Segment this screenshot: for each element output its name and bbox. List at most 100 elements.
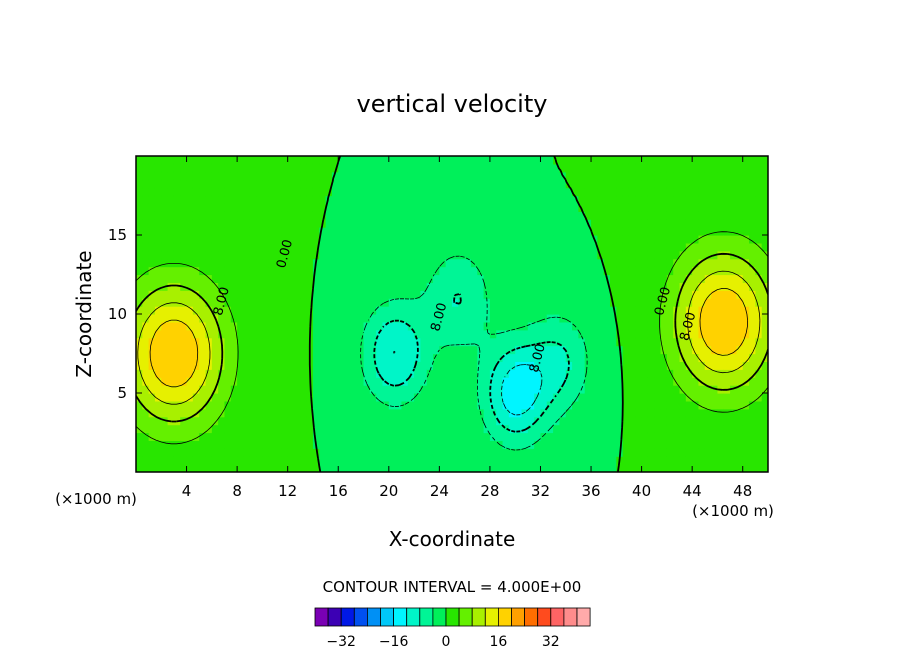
field-cell	[711, 235, 719, 244]
field-cell	[470, 393, 478, 402]
field-cell	[647, 424, 655, 434]
field-cell	[142, 227, 150, 236]
field-cell	[723, 258, 731, 268]
field-cell	[154, 385, 162, 394]
field-cell	[692, 400, 700, 410]
field-cell	[742, 424, 750, 434]
field-cell	[287, 156, 295, 165]
field-cell	[224, 400, 232, 410]
field-cell	[363, 456, 371, 465]
field-cell	[452, 266, 459, 276]
field-cell	[641, 337, 649, 347]
field-cell	[704, 171, 712, 181]
field-cell	[452, 235, 459, 244]
field-cell	[679, 377, 687, 386]
field-cell	[154, 290, 162, 299]
field-cell	[464, 179, 472, 189]
field-cell	[344, 266, 352, 276]
field-cell	[742, 448, 750, 457]
field-cell	[654, 456, 662, 465]
field-cell	[433, 195, 440, 204]
field-cell	[477, 242, 485, 252]
field-cell	[610, 345, 617, 355]
field-cell	[452, 250, 459, 260]
field-cell	[458, 369, 466, 378]
field-cell	[534, 227, 542, 236]
field-cell	[256, 282, 263, 291]
field-cell	[433, 219, 440, 228]
field-cell	[679, 448, 687, 457]
field-cell	[148, 393, 156, 402]
field-cell	[597, 361, 605, 370]
field-cell	[243, 408, 251, 418]
field-cell	[180, 156, 188, 165]
field-cell	[711, 306, 719, 315]
field-cell	[300, 440, 308, 449]
field-cell	[205, 258, 213, 268]
field-cell	[376, 385, 384, 394]
field-cell	[281, 456, 289, 465]
field-cell	[154, 219, 162, 228]
field-cell	[584, 448, 592, 457]
field-cell	[679, 179, 687, 189]
field-cell	[622, 456, 630, 465]
field-cell	[363, 219, 371, 228]
field-cell	[730, 393, 737, 402]
field-cell	[376, 416, 384, 426]
field-cell	[742, 361, 750, 370]
field-cell	[294, 306, 301, 315]
field-cell	[730, 361, 737, 370]
field-cell	[540, 393, 548, 402]
field-cell	[199, 329, 207, 339]
field-cell	[458, 211, 466, 220]
field-cell	[654, 345, 662, 355]
field-cell	[414, 227, 421, 236]
field-cell	[167, 195, 175, 204]
field-cell	[496, 306, 504, 315]
field-cell	[641, 258, 649, 268]
field-cell	[761, 179, 768, 189]
field-cell	[736, 321, 744, 331]
field-cell	[136, 314, 143, 323]
field-cell	[666, 432, 674, 441]
field-cell	[186, 266, 194, 276]
field-cell	[338, 250, 346, 260]
field-cell	[350, 440, 358, 449]
field-cell	[591, 171, 598, 181]
field-cell	[287, 282, 295, 291]
field-cell	[268, 385, 276, 394]
field-cell	[692, 242, 700, 252]
field-cell	[287, 400, 295, 410]
field-cell	[281, 235, 289, 244]
field-cell	[698, 408, 706, 418]
field-cell	[407, 235, 415, 244]
field-cell	[148, 242, 156, 252]
field-cell	[698, 282, 706, 291]
field-cell	[268, 195, 276, 204]
field-cell	[369, 345, 377, 355]
field-cell	[281, 353, 289, 362]
field-cell	[635, 156, 643, 165]
field-cell	[148, 456, 156, 465]
field-cell	[553, 408, 561, 418]
field-cell	[508, 424, 516, 434]
field-cell	[515, 314, 523, 323]
field-cell	[167, 456, 175, 465]
field-cell	[319, 274, 327, 283]
field-cell	[186, 282, 194, 291]
field-cell	[692, 235, 700, 244]
field-cell	[717, 290, 725, 299]
field-cell	[654, 290, 662, 299]
field-cell	[572, 369, 579, 378]
field-cell	[635, 258, 643, 268]
field-cell	[755, 235, 763, 244]
field-cell	[654, 211, 662, 220]
field-cell	[698, 314, 706, 323]
field-cell	[230, 195, 238, 204]
field-cell	[483, 187, 491, 197]
field-cell	[685, 306, 693, 315]
field-cell	[167, 385, 175, 394]
field-cell	[376, 408, 384, 418]
field-cell	[445, 400, 453, 410]
field-cell	[742, 440, 750, 449]
